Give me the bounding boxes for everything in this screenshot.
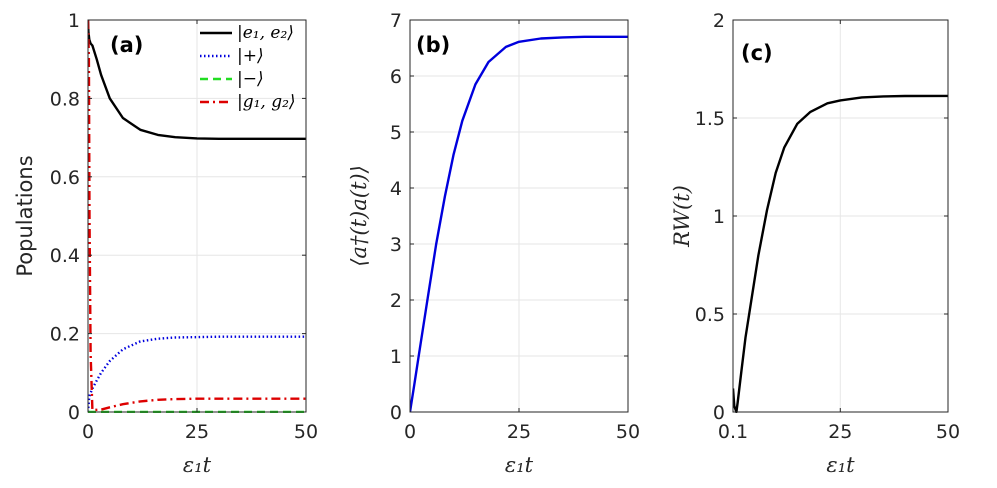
y-tick-label: 0.5 (695, 304, 725, 326)
y-tick-label: 1.5 (695, 108, 725, 130)
y-tick-label: 2 (713, 10, 725, 32)
x-tick-label: 25 (507, 421, 531, 443)
x-axis-label: ε₁t (183, 453, 212, 477)
x-axis-label: ε₁t (505, 453, 534, 477)
panel-label: (c) (741, 41, 773, 65)
y-axis-label: RW(t) (670, 185, 694, 248)
x-tick-label: 50 (294, 421, 318, 443)
y-axis-label: ⟨a†(t)a(t)⟩ (347, 165, 371, 267)
y-tick-label: 0.4 (50, 245, 80, 267)
x-tick-label: 50 (936, 421, 960, 443)
x-tick-label: 0.1 (718, 421, 748, 443)
legend-label: |+⟩ (237, 46, 264, 66)
y-tick-label: 1 (713, 206, 725, 228)
y-tick-label: 0.6 (50, 167, 80, 189)
y-tick-label: 0.8 (50, 88, 80, 110)
y-tick-label: 1 (390, 346, 402, 368)
panel-label: (a) (110, 33, 143, 57)
series-line-0 (88, 19, 306, 141)
y-tick-label: 5 (390, 122, 402, 144)
y-tick-label: 4 (390, 178, 402, 200)
panel-label: (b) (416, 33, 450, 57)
legend-label: |e₁, e₂⟩ (237, 23, 294, 43)
legend-label: |−⟩ (237, 69, 264, 89)
y-tick-label: 0 (68, 402, 80, 424)
legend-label: |g₁, g₂⟩ (237, 92, 296, 112)
panel-c: 0.1 25 50 0 0.5 1 1.5 2 ε₁t RW(t) (c) (670, 10, 960, 477)
y-tick-label: 7 (390, 10, 402, 32)
series-line-0 (733, 94, 948, 413)
y-tick-label: 0.2 (50, 324, 80, 346)
y-axis-label: Populations (13, 155, 37, 276)
panel-b: 0 25 50 0 1 2 3 4 5 6 7 ε₁t ⟨a†(t)a(t)⟩ (b) (347, 10, 640, 477)
series-line-1 (88, 335, 306, 413)
y-tick-label: 3 (390, 234, 402, 256)
panel-a: 0 25 50 0 0.2 0.4 0.6 0.8 1 ε₁t Populations (a) |e₁,… (13, 10, 318, 477)
x-tick-label: 0 (82, 421, 94, 443)
y-tick-label: 2 (390, 290, 402, 312)
y-tick-label: 6 (390, 66, 402, 88)
series-line-0 (410, 35, 628, 413)
x-tick-label: 25 (185, 421, 209, 443)
y-tick-label: 0 (390, 402, 402, 424)
x-tick-label: 50 (616, 421, 640, 443)
x-tick-label: 25 (828, 421, 852, 443)
series-line-3 (88, 19, 306, 412)
x-tick-label: 0 (404, 421, 416, 443)
y-tick-label: 1 (68, 10, 80, 32)
x-axis-label: ε₁t (826, 453, 855, 477)
y-tick-label: 0 (713, 402, 725, 424)
